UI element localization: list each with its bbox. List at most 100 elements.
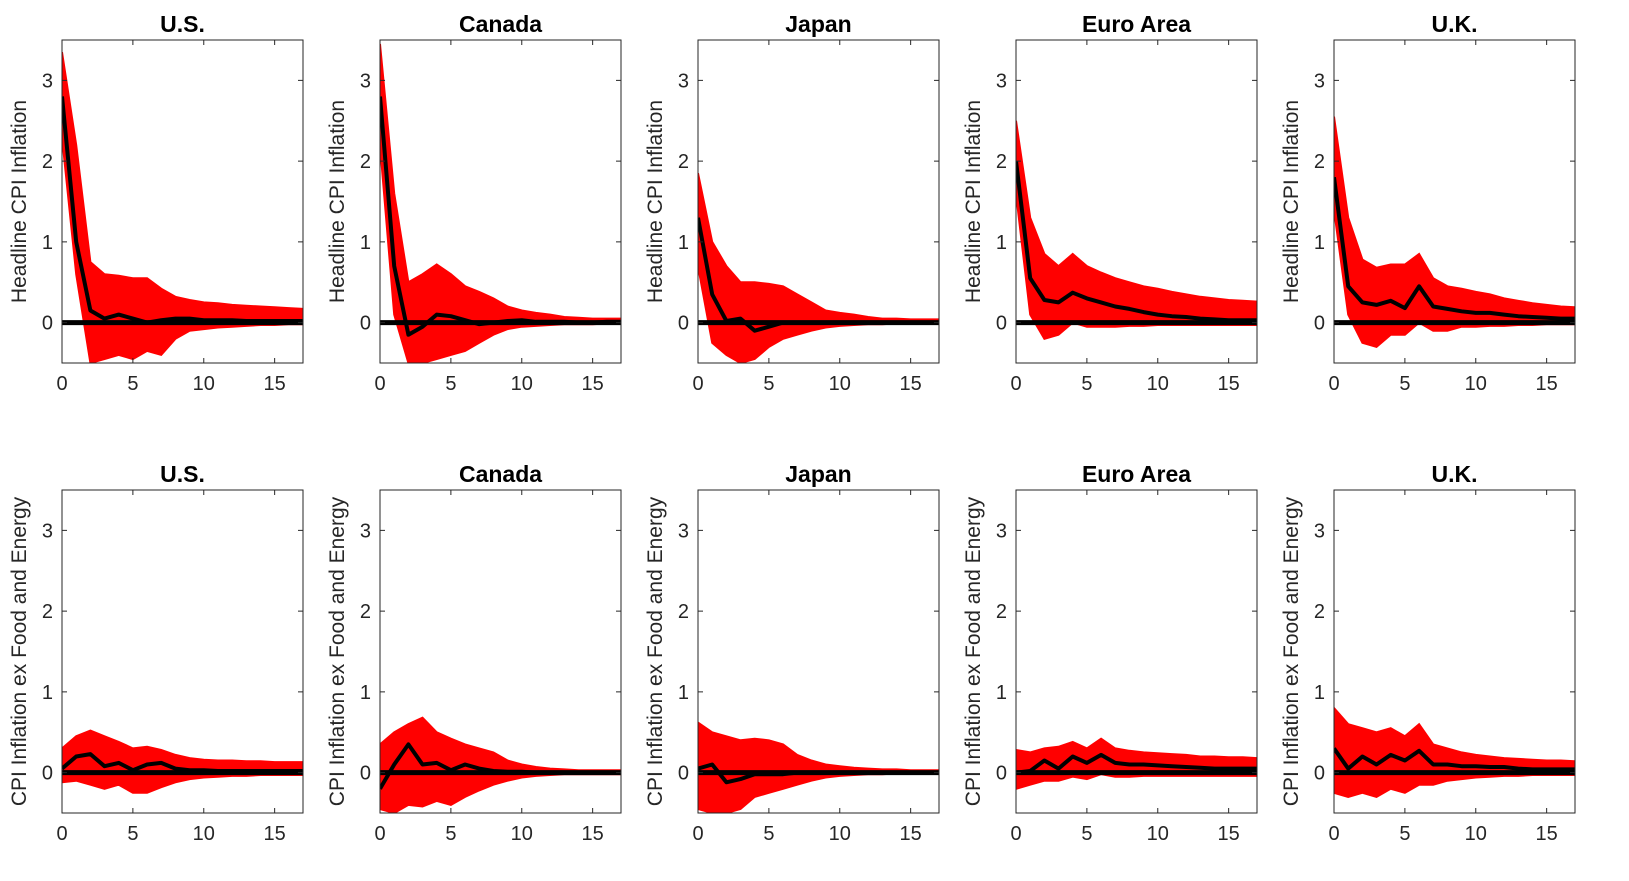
x-tick-label: 15 <box>900 373 922 395</box>
x-tick-label: 5 <box>763 823 774 845</box>
y-tick-label: 0 <box>996 763 1007 785</box>
panel: 0 5 10 15 0 1 2 3 Japan CPI Inflation ex Food and… <box>644 461 940 845</box>
y-tick-label: 2 <box>678 601 689 623</box>
panel-title: U.S. <box>160 11 205 37</box>
y-tick-label: 1 <box>996 232 1007 254</box>
y-tick-label: 0 <box>996 313 1007 335</box>
axes-box <box>61 39 304 364</box>
panel: 0 5 10 15 0 1 2 3 Japan Headline CPI Inflation <box>644 11 940 395</box>
y-tick-label: 1 <box>996 682 1007 704</box>
x-tick-label: 5 <box>127 823 138 845</box>
x-tick-label: 10 <box>511 823 533 845</box>
y-tick-label: 2 <box>360 151 371 173</box>
y-tick-label: 3 <box>360 70 371 92</box>
median-response-line <box>1334 177 1575 321</box>
y-tick-label: 3 <box>996 70 1007 92</box>
x-tick-label: 10 <box>829 373 851 395</box>
y-axis-label: Headline CPI Inflation <box>326 100 349 303</box>
y-tick-label: 2 <box>42 601 53 623</box>
x-tick-label: 10 <box>829 823 851 845</box>
y-axis-label: Headline CPI Inflation <box>8 100 31 303</box>
x-tick-label: 5 <box>1399 823 1410 845</box>
plot-area <box>698 172 939 363</box>
x-tick-label: 15 <box>1536 823 1558 845</box>
x-tick-label: 0 <box>1010 373 1021 395</box>
response-band <box>1016 120 1257 340</box>
y-tick-label: 2 <box>996 601 1007 623</box>
panel-title: U.K. <box>1432 11 1478 37</box>
y-tick-label: 3 <box>996 520 1007 542</box>
panel: 0 5 10 15 0 1 2 3 Euro Area CPI Inflation ex Food… <box>962 461 1258 845</box>
y-tick-label: 3 <box>1314 70 1325 92</box>
median-response-line <box>698 762 939 785</box>
y-tick-label: 3 <box>42 520 53 542</box>
median-response-line <box>380 742 621 790</box>
panel: 0 5 10 15 0 1 2 3 U.K. CPI Inflation ex Food and … <box>1280 461 1576 845</box>
y-tick-label: 2 <box>42 151 53 173</box>
y-axis-label: Headline CPI Inflation <box>1280 100 1303 303</box>
plot-area <box>1016 120 1257 340</box>
x-tick-label: 15 <box>1218 823 1240 845</box>
x-tick-label: 15 <box>1218 373 1240 395</box>
y-tick-label: 1 <box>360 682 371 704</box>
y-axis-label: CPI Inflation ex Food and Energy <box>1280 496 1303 806</box>
panel: 0 5 10 15 0 1 2 3 Canada Headline CPI Inflation <box>326 11 622 395</box>
x-tick-label: 5 <box>1081 823 1092 845</box>
x-tick-label: 0 <box>56 373 67 395</box>
panel: 0 5 10 15 0 1 2 3 U.S. CPI Inflation ex Food and … <box>8 461 304 845</box>
y-tick-label: 2 <box>678 151 689 173</box>
x-tick-label: 10 <box>1147 373 1169 395</box>
panel-title: Euro Area <box>1082 461 1191 487</box>
y-tick-label: 0 <box>42 763 53 785</box>
y-tick-label: 1 <box>42 232 53 254</box>
x-tick-label: 0 <box>374 823 385 845</box>
x-tick-label: 0 <box>1010 823 1021 845</box>
median-response-line <box>1016 160 1257 323</box>
axes-box <box>379 489 622 814</box>
panel: 0 5 10 15 0 1 2 3 U.S. Headline CPI Inflation <box>8 11 304 395</box>
x-tick-label: 5 <box>1399 373 1410 395</box>
median-response-line <box>698 217 939 333</box>
response-band <box>698 172 939 363</box>
median-response-line <box>62 96 303 325</box>
x-tick-label: 10 <box>1465 373 1487 395</box>
x-tick-label: 15 <box>264 823 286 845</box>
x-tick-label: 5 <box>127 373 138 395</box>
y-tick-label: 0 <box>678 763 689 785</box>
y-tick-label: 3 <box>1314 520 1325 542</box>
response-band <box>1334 116 1575 349</box>
plot-area <box>1334 706 1575 798</box>
y-axis-label: CPI Inflation ex Food and Energy <box>8 496 31 806</box>
y-tick-label: 0 <box>360 763 371 785</box>
y-axis-label: CPI Inflation ex Food and Energy <box>962 496 985 806</box>
y-axis-label: CPI Inflation ex Food and Energy <box>644 496 667 806</box>
y-axis-label: Headline CPI Inflation <box>644 100 667 303</box>
x-tick-label: 15 <box>582 823 604 845</box>
x-tick-label: 0 <box>1328 823 1339 845</box>
y-axis-label: CPI Inflation ex Food and Energy <box>326 496 349 806</box>
y-tick-label: 2 <box>1314 151 1325 173</box>
x-tick-label: 15 <box>900 823 922 845</box>
response-band <box>380 43 621 363</box>
x-tick-label: 10 <box>511 373 533 395</box>
panel-title: U.K. <box>1432 461 1478 487</box>
median-response-line <box>62 752 303 773</box>
plot-area <box>1016 737 1257 790</box>
x-tick-label: 15 <box>1536 373 1558 395</box>
x-tick-label: 5 <box>763 373 774 395</box>
median-response-line <box>380 96 621 337</box>
panel-title: Japan <box>785 11 851 37</box>
y-tick-label: 0 <box>42 313 53 335</box>
x-tick-label: 0 <box>692 373 703 395</box>
panel-title: Canada <box>459 11 542 37</box>
response-band <box>380 716 621 813</box>
y-tick-label: 1 <box>1314 682 1325 704</box>
y-tick-label: 2 <box>360 601 371 623</box>
axes-box <box>1333 489 1576 814</box>
y-tick-label: 1 <box>42 682 53 704</box>
x-tick-label: 10 <box>1465 823 1487 845</box>
plot-area <box>380 43 621 363</box>
plot-area <box>1334 116 1575 349</box>
y-tick-label: 1 <box>678 682 689 704</box>
